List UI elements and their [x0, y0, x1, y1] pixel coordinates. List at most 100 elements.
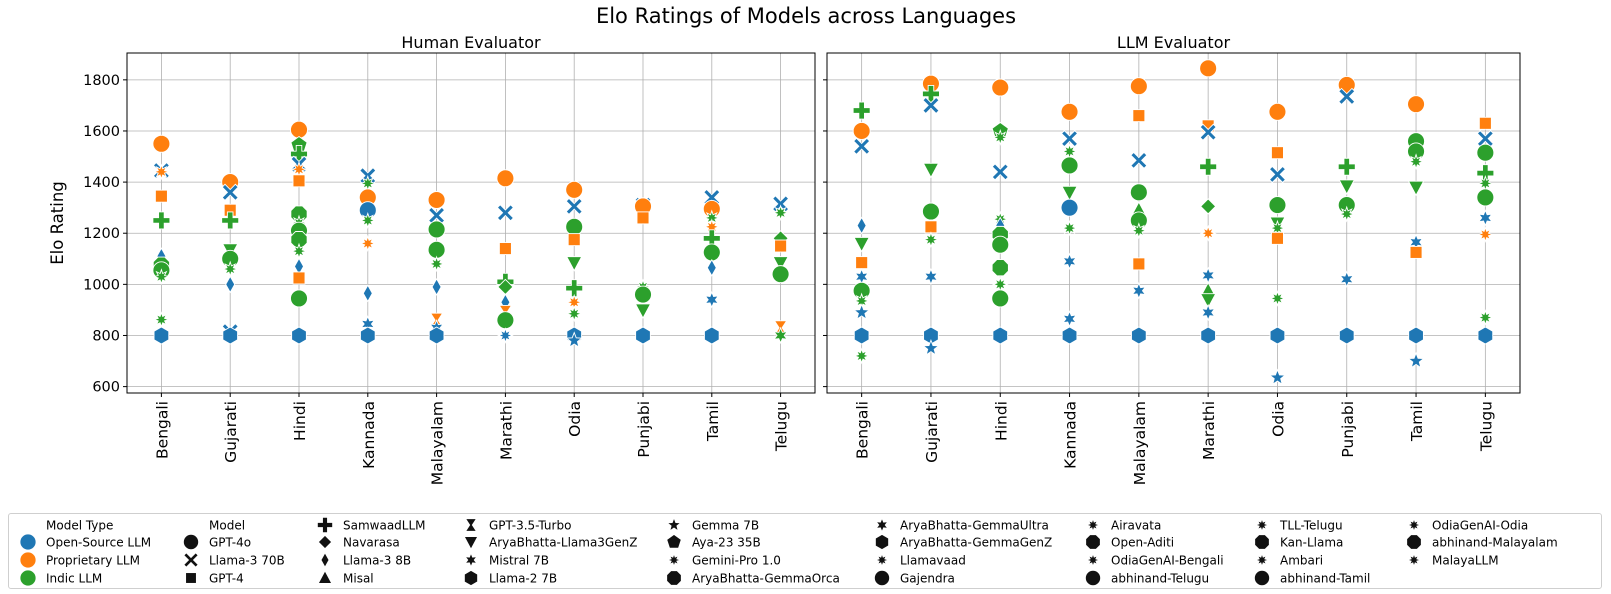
x-tick-label: Hindi	[291, 401, 309, 441]
data-point-telugu-star6	[1477, 209, 1493, 227]
legend-heading: Model	[209, 519, 245, 533]
data-point-hindi-circle	[991, 235, 1010, 254]
legend-label: Misal	[343, 572, 374, 586]
legend-label: Llama-3 70B	[209, 554, 285, 568]
data-point-odia-x	[1268, 165, 1287, 184]
legend-entry-odiagenai-bengali: OdiaGenAI-Bengali	[1085, 552, 1224, 568]
y-tick-label: 1000	[83, 277, 120, 293]
data-point-punjabi-square	[636, 211, 650, 225]
legend-label: TLL-Telugu	[1279, 519, 1343, 533]
data-point-malayalam-hexagon	[1131, 326, 1147, 345]
x-tick-label: Malayalam	[1131, 401, 1149, 485]
data-point-malayalam-circle	[1129, 77, 1148, 96]
legend-entry-gemma-7b: Gemma 7B	[665, 516, 759, 533]
data-point-odia-plus	[565, 279, 584, 298]
data-point-odia-square	[567, 233, 581, 247]
x-tick-label: Tamil	[704, 401, 722, 442]
panel-title: LLM Evaluator	[1117, 33, 1231, 52]
data-point-marathi-diamond	[1200, 198, 1217, 215]
legend-marker-circle	[873, 569, 891, 587]
x-tick-label: Punjabi	[635, 401, 653, 458]
legend-label: GPT-3.5-Turbo	[489, 519, 571, 533]
data-point-marathi-hexagon	[1200, 326, 1216, 345]
legend-entry-open-source-llm: Open-Source LLM	[19, 533, 151, 551]
legend-marker-octagon	[666, 570, 682, 586]
data-point-hindi-x	[991, 163, 1009, 181]
data-point-hindi-circle	[290, 289, 308, 308]
data-point-marathi-circle	[1199, 59, 1218, 78]
data-point-tamil-circle	[702, 243, 721, 262]
legend-entries: Model Type Open-Source LLM Proprietary LLM…	[19, 516, 1558, 587]
legend-entry-tll-telugu: TLL-Telugu	[1254, 517, 1343, 533]
data-point-kannada-circle	[1060, 156, 1079, 175]
data-point-marathi-star8	[496, 327, 514, 344]
data-point-bengali-thin-diamond	[856, 216, 867, 235]
legend-label: AryaBhatta-Llama3GenZ	[489, 536, 637, 550]
data-point-marathi-star6	[1200, 303, 1216, 322]
data-point-kannada-hexagon	[359, 326, 376, 345]
data-point-hindi-star8	[290, 160, 308, 178]
data-point-malayalam-circle	[427, 191, 446, 209]
x-tick-label: Gujarati	[222, 401, 240, 463]
data-point-marathi-x	[1199, 123, 1217, 141]
y-tick-label: 800	[92, 328, 120, 344]
data-point-telugu-star8	[1476, 309, 1494, 326]
legend-entry-gpt-4o: GPT-4o	[182, 533, 251, 551]
legend-entry-abhinand-telugu: abhinand-Telugu	[1084, 569, 1209, 587]
x-tick-label: Punjabi	[1339, 401, 1357, 458]
data-point-hindi-star8	[991, 128, 1009, 146]
data-point-bengali-plus	[852, 101, 871, 120]
legend-marker-star8	[666, 552, 682, 568]
data-point-kannada-circle	[1060, 198, 1079, 217]
legend-entry-llamavaad: Llamavaad	[874, 552, 966, 568]
data-point-tamil-star8	[1407, 153, 1425, 171]
data-point-telugu-circle	[1476, 143, 1495, 162]
data-point-kannada-star6	[1062, 310, 1078, 328]
legend-marker-circle	[1084, 569, 1102, 587]
legend-label: GPT-4o	[209, 536, 251, 550]
legend-label: AryaBhatta-GemmaGenZ	[900, 536, 1052, 550]
legend-label: Mistral 7B	[489, 554, 549, 568]
x-tick-label: Marathi	[1200, 401, 1218, 460]
data-point-odia-circle	[565, 217, 584, 236]
data-point-hindi-square	[292, 174, 306, 188]
legend-marker-hexagon	[874, 533, 890, 551]
data-point-bengali-circle	[852, 122, 871, 140]
data-point-gujarati-star8	[221, 260, 239, 278]
data-point-marathi-triangle-down	[1199, 293, 1217, 309]
data-point-marathi-circle	[496, 169, 515, 188]
x-tick-label: Malayalam	[429, 401, 447, 485]
data-point-bengali-circle	[152, 134, 171, 153]
data-point-odia-circle	[565, 180, 584, 199]
legend-entry-aya-23-35b: Aya-23 35B	[666, 533, 761, 550]
y-tick-label: 1600	[83, 124, 120, 140]
legend-marker-star8	[1085, 552, 1101, 568]
y-tick-label: 1800	[83, 73, 120, 89]
data-point-malayalam-x	[1130, 151, 1148, 170]
data-point-punjabi-plus	[1337, 157, 1356, 176]
legend-label: AryaBhatta-GemmaUltra	[900, 519, 1049, 533]
legend-marker-triangle-down	[463, 536, 479, 551]
legend-marker-star8	[1085, 517, 1101, 533]
legend-label: MalayaLLM	[1432, 554, 1499, 568]
panel-human-evaluator: Human Evaluator 600 800 1000 1200 1400 1600 180…	[48, 33, 816, 485]
legend-entry-airavata: Airavata	[1085, 517, 1161, 533]
data-point-odia-star5	[1268, 368, 1287, 386]
y-tick-label: 1200	[83, 226, 120, 242]
y-tick-label: 600	[92, 380, 120, 396]
data-point-tamil-hexagon	[1408, 326, 1424, 345]
legend-label: Llamavaad	[900, 554, 966, 568]
legend-entry-kan-llama: Kan-Llama	[1254, 534, 1343, 550]
data-point-telugu-hexagon	[1477, 326, 1494, 345]
legend-entry-aryabhatta-gemmaorca: AryaBhatta-GemmaOrca	[666, 570, 840, 586]
legend-entry-samwaadllm: SamwaadLLM	[316, 516, 426, 534]
legend-entry-odiagenai-odia: OdiaGenAI-Odia	[1406, 517, 1528, 533]
data-point-telugu-x	[1476, 130, 1494, 148]
legend-entry-mistral-7b: Mistral 7B	[464, 552, 549, 568]
data-point-punjabi-x	[1338, 87, 1356, 106]
legend-entry-proprietary-llm: Proprietary LLM	[19, 551, 140, 569]
legend-marker-star6	[464, 552, 478, 568]
data-point-hindi-circle	[290, 120, 308, 139]
data-point-kannada-star8	[1061, 143, 1078, 160]
legend-label: abhinand-Malayalam	[1432, 536, 1558, 550]
